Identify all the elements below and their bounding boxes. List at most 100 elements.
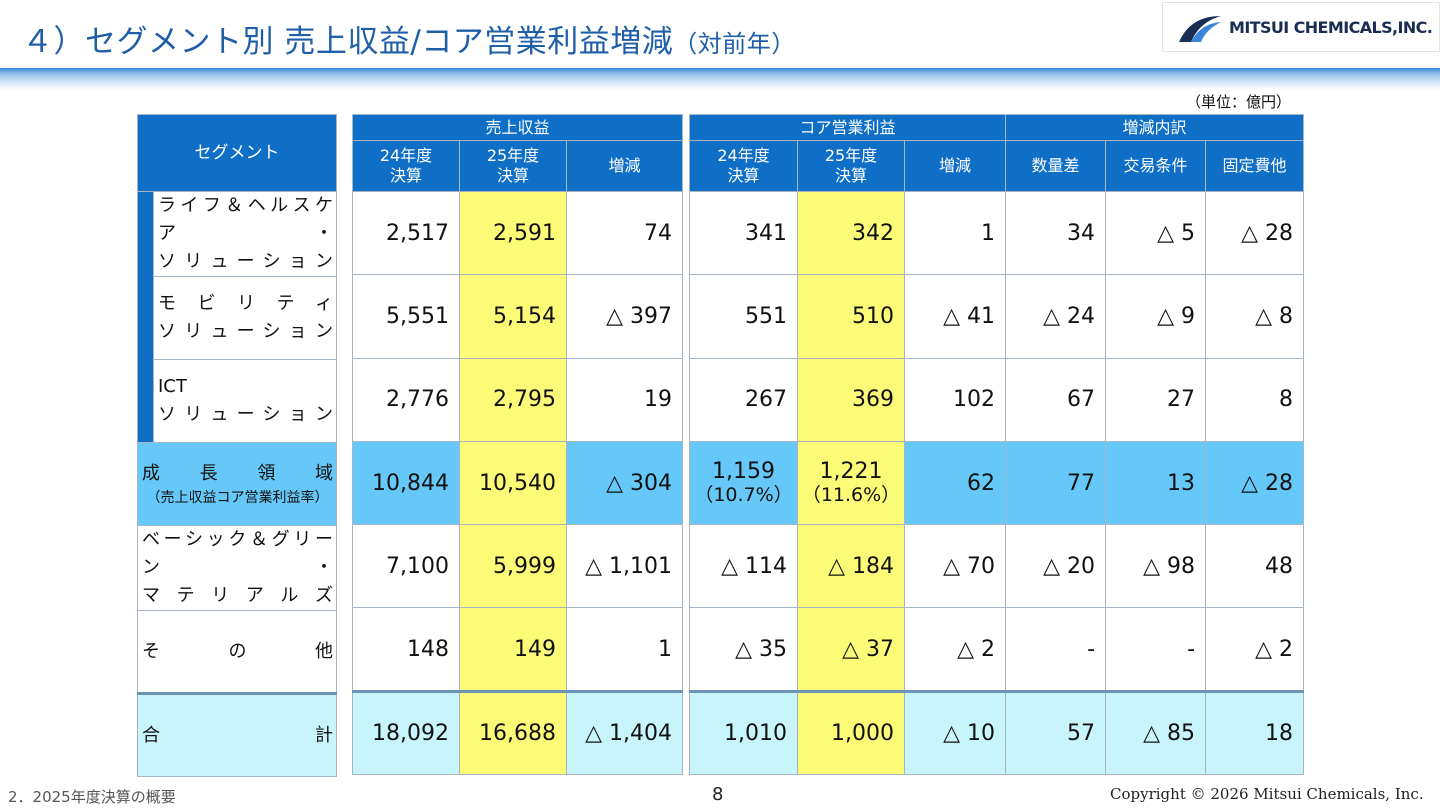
revenue-header: 売上収益 xyxy=(352,113,683,142)
cell-op25: 1,221 （11.6%） xyxy=(797,440,905,526)
segment-ict: ICT ソリューション xyxy=(153,359,337,443)
page-title-suffix: （対前年） xyxy=(673,30,796,58)
cell-rev25: 10,540 xyxy=(459,440,567,526)
cell-volume: 77 xyxy=(1005,440,1107,526)
segment-life-health: ライフ＆ヘルスケア・ ソリューション xyxy=(153,191,337,277)
cell-terms: 13 xyxy=(1105,440,1207,526)
cell-rev25: 2,591 xyxy=(459,191,567,276)
copyright: Copyright © 2026 Mitsui Chemicals, Inc. xyxy=(1110,785,1424,803)
cell-fixed: 8 xyxy=(1205,357,1305,442)
cell-revchg: △ 397 xyxy=(566,274,683,359)
cell-op24: 1,010 xyxy=(689,689,798,776)
cell-fixed: 48 xyxy=(1205,524,1305,609)
cell-op24: 551 xyxy=(689,274,798,359)
terms-header: 交易条件 xyxy=(1105,140,1207,193)
cell-op24: 267 xyxy=(689,357,798,442)
segment-basic-green: ベーシック＆グリーン・ マテリアルズ xyxy=(137,525,337,611)
cell-volume: 57 xyxy=(1005,689,1107,776)
cell-fixed: △ 8 xyxy=(1205,274,1305,359)
segment-header: セグメント xyxy=(137,114,337,192)
page-title-text: ４）セグメント別 売上収益/コア営業利益増減 xyxy=(22,24,674,60)
cell-op25-margin: （11.6%） xyxy=(801,484,901,507)
cell-op24: 341 xyxy=(689,191,798,276)
cell-rev24: 148 xyxy=(352,607,460,692)
cell-opchg: △ 41 xyxy=(903,274,1007,359)
cell-opchg: 1 xyxy=(903,191,1007,276)
page-title: ４）セグメント別 売上収益/コア営業利益増減（対前年） xyxy=(22,16,796,61)
company-logo: MITSUI CHEMICALS,INC. xyxy=(1162,2,1440,52)
cell-rev24: 5,551 xyxy=(352,274,460,359)
op-change-header: 増減 xyxy=(903,140,1007,193)
cell-revchg: 1 xyxy=(566,607,683,692)
cell-revchg: △ 1,101 xyxy=(566,524,683,609)
cell-rev25: 2,795 xyxy=(459,357,567,442)
cell-op25: △ 184 xyxy=(797,524,905,609)
cell-op25: 342 xyxy=(797,191,905,276)
mitsui-logo-icon xyxy=(1179,16,1221,42)
core-op-header: コア営業利益 xyxy=(688,113,1007,142)
cell-terms: △ 98 xyxy=(1105,524,1207,609)
cell-terms: - xyxy=(1105,607,1207,692)
cell-opchg: △ 10 xyxy=(903,689,1007,776)
cell-volume: 34 xyxy=(1005,191,1107,276)
cell-opchg: 102 xyxy=(903,357,1007,442)
cell-opchg: 62 xyxy=(903,440,1007,526)
cell-volume: - xyxy=(1005,607,1107,692)
indent-bar xyxy=(137,191,154,443)
revenue-fy25-header: 25年度 決算 xyxy=(459,140,567,193)
cell-op25: 510 xyxy=(797,274,905,359)
cell-volume: △ 24 xyxy=(1005,274,1107,359)
revenue-table: 売上収益 24年度 決算 25年度 決算 増減 2,517 2,591 74 5,551… xyxy=(352,113,683,776)
footer-section: 2．2025年度決算の概要 xyxy=(8,788,176,806)
logo-text: MITSUI CHEMICALS,INC. xyxy=(1229,17,1433,37)
cell-rev25: 5,154 xyxy=(459,274,567,359)
page-number: 8 xyxy=(712,784,724,805)
cell-opchg: △ 70 xyxy=(903,524,1007,609)
cell-terms: 27 xyxy=(1105,357,1207,442)
cell-op24-margin: （10.7%） xyxy=(694,484,793,507)
cell-revchg: 19 xyxy=(566,357,683,442)
cell-terms: △ 5 xyxy=(1105,191,1207,276)
cell-revchg: 74 xyxy=(566,191,683,276)
cell-rev24: 10,844 xyxy=(352,440,460,526)
cell-fixed: 18 xyxy=(1205,689,1305,776)
cell-rev24: 2,776 xyxy=(352,357,460,442)
cell-rev24: 18,092 xyxy=(352,689,460,776)
cell-rev25: 5,999 xyxy=(459,524,567,609)
fixed-header: 固定費他 xyxy=(1205,140,1305,193)
cell-volume: △ 20 xyxy=(1005,524,1107,609)
cell-terms: △ 9 xyxy=(1105,274,1207,359)
cell-rev25: 16,688 xyxy=(459,689,567,776)
segment-other: その他 xyxy=(137,610,337,694)
cell-volume: 67 xyxy=(1005,357,1107,442)
revenue-change-header: 増減 xyxy=(566,140,683,193)
core-op-table: コア営業利益 増減内訳 24年度 決算 25年度 決算 増減 数量差 交易条件 固定費… xyxy=(688,113,1305,776)
cell-rev25: 149 xyxy=(459,607,567,692)
cell-rev24: 7,100 xyxy=(352,524,460,609)
cell-fixed: △ 28 xyxy=(1205,440,1305,526)
cell-fixed: △ 28 xyxy=(1205,191,1305,276)
revenue-fy24-header: 24年度 決算 xyxy=(352,140,460,193)
cell-op25: 369 xyxy=(797,357,905,442)
segment-growth: 成長領域 （売上収益コア営業利益率） xyxy=(137,442,337,526)
op-fy24-header: 24年度 決算 xyxy=(689,140,798,193)
cell-revchg: △ 1,404 xyxy=(566,689,683,776)
cell-op24: △ 35 xyxy=(689,607,798,692)
segment-total: 合計 xyxy=(137,692,337,777)
cell-opchg: △ 2 xyxy=(903,607,1007,692)
cell-revchg: △ 304 xyxy=(566,440,683,526)
cell-rev24: 2,517 xyxy=(352,191,460,276)
header-band xyxy=(0,68,1440,90)
op-fy25-header: 25年度 決算 xyxy=(797,140,905,193)
segment-mobility: モビリティ ソリューション xyxy=(153,276,337,360)
cell-terms: △ 85 xyxy=(1105,689,1207,776)
cell-op24: △ 114 xyxy=(689,524,798,609)
volume-header: 数量差 xyxy=(1005,140,1107,193)
cell-op25: △ 37 xyxy=(797,607,905,692)
breakdown-header: 増減内訳 xyxy=(1005,113,1305,142)
cell-op24: 1,159 （10.7%） xyxy=(689,440,798,526)
unit-note: （単位：億円） xyxy=(1186,93,1292,111)
segment-table: セグメント ライフ＆ヘルスケア・ ソリューション モビリティ ソリューション ICT… xyxy=(137,114,337,777)
cell-fixed: △ 2 xyxy=(1205,607,1305,692)
cell-op25: 1,000 xyxy=(797,689,905,776)
